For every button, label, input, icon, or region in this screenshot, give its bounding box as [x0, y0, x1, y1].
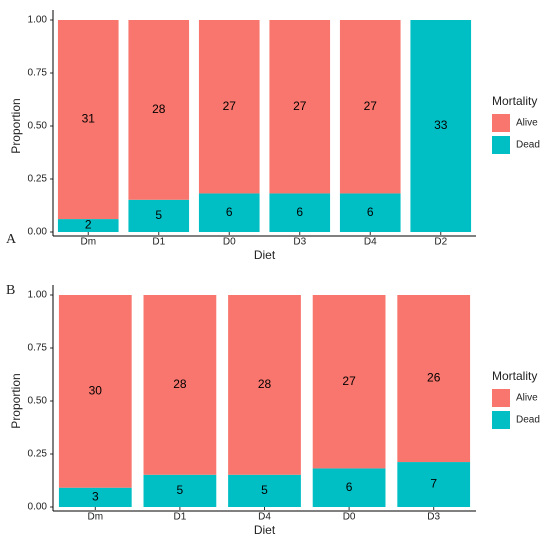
bar-segment	[198, 20, 260, 194]
legend-label: Alive	[516, 118, 538, 129]
count-label: 28	[173, 377, 187, 391]
y-tick-label: 0.75	[28, 343, 48, 354]
bar-segment	[128, 199, 190, 232]
x-tick-label: D4	[364, 237, 377, 248]
count-label: 27	[342, 374, 356, 388]
x-tick-label: Dm	[80, 237, 96, 248]
count-label: 28	[152, 102, 166, 116]
count-label: 6	[346, 480, 353, 494]
count-label: 31	[82, 112, 96, 126]
count-label: 27	[364, 99, 378, 113]
count-label: 5	[261, 483, 268, 497]
y-axis-label: Proportion	[9, 98, 23, 153]
count-label: 27	[223, 99, 237, 113]
bar-segment	[410, 20, 472, 232]
bar-segment	[57, 20, 119, 220]
count-label: 6	[367, 205, 374, 219]
count-label: 6	[226, 205, 233, 219]
bar-segment	[269, 20, 331, 194]
bar-segment	[397, 295, 471, 463]
bar-segment	[397, 462, 471, 507]
count-label: 2	[85, 218, 92, 232]
count-label: 6	[296, 205, 303, 219]
x-tick-label: Dm	[88, 512, 104, 523]
count-label: 33	[434, 118, 448, 132]
legend-swatch	[492, 114, 510, 132]
x-tick-label: D1	[152, 237, 165, 248]
legend-title: Mortality	[492, 369, 537, 383]
count-label: 5	[155, 208, 162, 222]
y-tick-label: 0.25	[28, 174, 48, 185]
bar-segment	[228, 474, 301, 507]
x-tick-label: D1	[174, 512, 187, 523]
panel-label: A	[6, 232, 17, 247]
x-tick-label: D4	[258, 512, 271, 523]
count-label: 5	[177, 483, 184, 497]
legend-label: Alive	[516, 393, 538, 404]
y-tick-label: 0.50	[28, 121, 48, 132]
bar-segment	[58, 487, 132, 507]
y-tick-label: 0.75	[28, 68, 48, 79]
x-tick-label: D0	[223, 237, 236, 248]
count-label: 27	[293, 99, 307, 113]
legend-swatch	[492, 136, 510, 154]
bar-segment	[198, 193, 260, 232]
y-tick-label: 0.50	[28, 396, 48, 407]
bar-segment	[143, 295, 217, 475]
legend-title: Mortality	[492, 94, 537, 108]
bar-segment	[57, 219, 119, 232]
legend-swatch	[492, 389, 510, 407]
x-axis-label: Diet	[254, 523, 276, 537]
bar-segment	[312, 295, 386, 469]
y-axis-label: Proportion	[9, 373, 23, 428]
bar-segment	[128, 20, 190, 200]
count-label: 3	[92, 490, 99, 504]
x-tick-label: D3	[293, 237, 306, 248]
y-tick-label: 1.00	[28, 290, 48, 301]
count-label: 30	[89, 384, 103, 398]
bar-segment	[312, 468, 386, 507]
legend-swatch	[492, 411, 510, 429]
x-tick-label: D0	[343, 512, 356, 523]
bar-segment	[228, 295, 301, 475]
y-tick-label: 0.00	[28, 502, 48, 513]
count-label: 7	[430, 477, 437, 491]
bar-segment	[58, 295, 132, 488]
panel-label: B	[6, 283, 15, 298]
legend-label: Dead	[516, 140, 540, 151]
legend-label: Dead	[516, 415, 540, 426]
y-tick-label: 0.00	[28, 227, 48, 238]
bar-segment	[269, 193, 331, 232]
count-label: 28	[258, 377, 272, 391]
y-tick-label: 0.25	[28, 449, 48, 460]
bar-segment	[339, 20, 401, 194]
x-axis-label: Diet	[254, 248, 276, 262]
x-tick-label: D2	[434, 237, 447, 248]
count-label: 26	[427, 371, 441, 385]
y-tick-label: 1.00	[28, 15, 48, 26]
bar-segment	[339, 193, 401, 232]
bar-segment	[143, 474, 217, 507]
x-tick-label: D3	[427, 512, 440, 523]
